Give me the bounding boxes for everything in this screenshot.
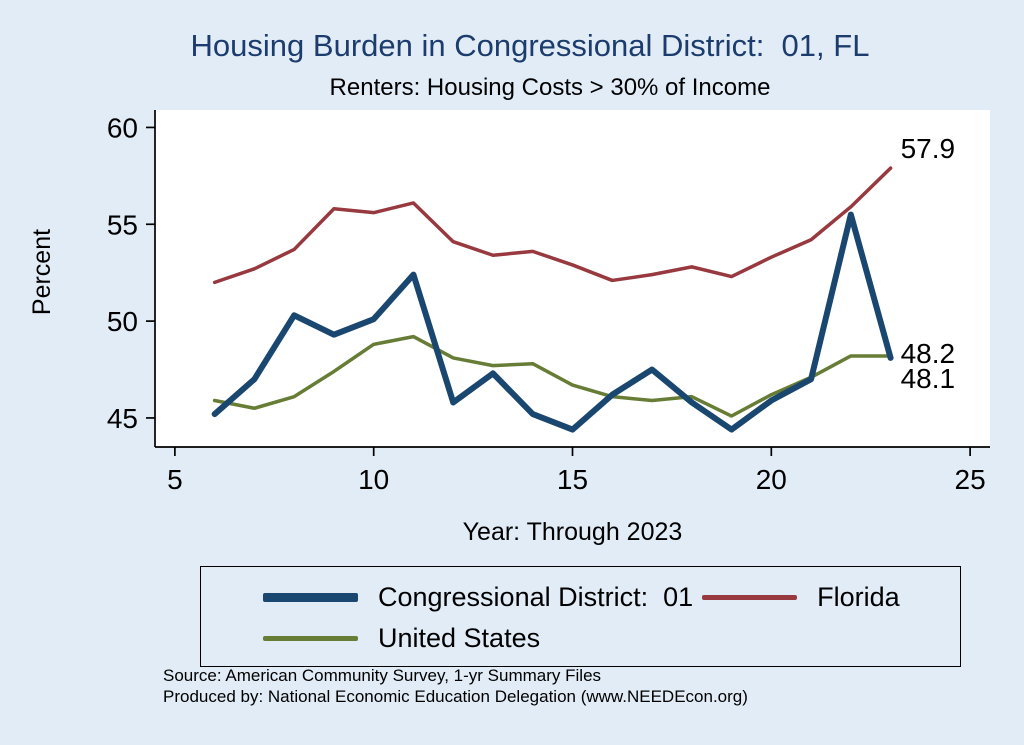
legend-line-swatch <box>263 593 358 602</box>
legend-item-united-states: United States <box>263 623 702 654</box>
end-label-florida: 57.9 <box>901 133 956 164</box>
y-tick-label: 45 <box>107 403 138 434</box>
x-tick-label: 20 <box>756 464 787 495</box>
legend-item-florida: Florida <box>702 582 960 613</box>
chart-title: Housing Burden in Congressional District… <box>190 28 870 63</box>
series-line-united-states <box>212 334 893 418</box>
line-chart: 45 50 55 60 5 10 15 20 25 48.1 57.9 48.2 <box>107 110 990 495</box>
y-axis-title: Percent <box>28 228 56 316</box>
chart-subtitle: Renters: Housing Costs > 30% of Income <box>329 74 771 101</box>
legend: Congressional District: 01 Florida United … <box>200 566 961 667</box>
source-note: Source: American Community Survey, 1-yr … <box>163 666 748 707</box>
legend-item-congressional-district-01: Congressional District: 01 <box>263 582 702 613</box>
x-tick-label: 5 <box>167 464 183 495</box>
source-line-1: Source: American Community Survey, 1-yr … <box>163 666 602 685</box>
series-line-florida <box>212 166 893 285</box>
x-axis-title: Year: Through 2023 <box>462 518 683 546</box>
legend-line-swatch <box>263 636 358 641</box>
series-line-congressional-district-01 <box>211 211 894 433</box>
y-tick-label: 60 <box>107 112 138 143</box>
y-tick-label: 50 <box>107 306 138 337</box>
legend-label: Florida <box>817 582 900 612</box>
legend-line-swatch <box>702 595 798 600</box>
y-tick-label: 55 <box>107 209 138 240</box>
end-label-united-states: 48.2 <box>901 338 956 369</box>
x-tick-label: 15 <box>557 464 588 495</box>
end-label-congressional-district-01: 48.1 <box>901 363 956 394</box>
x-tick-label: 10 <box>358 464 389 495</box>
plot-area <box>155 110 990 447</box>
source-line-2: Produced by: National Economic Education… <box>163 686 748 706</box>
x-tick-label: 25 <box>955 464 986 495</box>
legend-label: Congressional District: 01 <box>378 582 694 612</box>
legend-label: United States <box>378 623 541 653</box>
